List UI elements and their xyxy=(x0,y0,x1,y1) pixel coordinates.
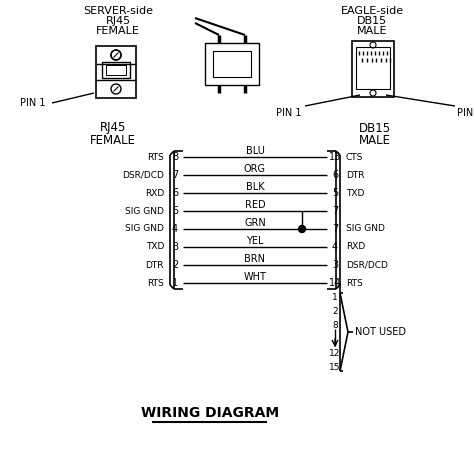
Text: BRN: BRN xyxy=(245,254,265,264)
Text: MALE: MALE xyxy=(357,26,387,36)
Text: 2: 2 xyxy=(332,307,338,315)
Text: TXD: TXD xyxy=(346,189,365,198)
Text: RTS: RTS xyxy=(346,279,363,288)
Bar xyxy=(213,51,251,77)
Text: SIG GND: SIG GND xyxy=(125,207,164,216)
Text: 3: 3 xyxy=(172,242,178,252)
Text: 6: 6 xyxy=(332,170,338,180)
Text: YEL: YEL xyxy=(246,236,264,246)
Text: 7: 7 xyxy=(332,206,338,216)
Text: SERVER-side: SERVER-side xyxy=(83,6,153,16)
Text: SIG GND: SIG GND xyxy=(125,225,164,234)
Text: RTS: RTS xyxy=(147,152,164,161)
Text: BLU: BLU xyxy=(246,146,264,156)
Text: NOT USED: NOT USED xyxy=(355,327,406,337)
Text: DTR: DTR xyxy=(346,170,365,179)
Bar xyxy=(106,65,126,75)
Text: DTR: DTR xyxy=(146,261,164,270)
Text: PIN 1: PIN 1 xyxy=(20,98,46,108)
Text: DB15: DB15 xyxy=(357,16,387,26)
Text: FEMALE: FEMALE xyxy=(96,26,140,36)
Circle shape xyxy=(299,226,306,233)
Text: SIG GND: SIG GND xyxy=(346,225,385,234)
Text: PIN 1: PIN 1 xyxy=(276,108,302,118)
Text: DSR/DCD: DSR/DCD xyxy=(122,170,164,179)
Text: PIN 9: PIN 9 xyxy=(457,108,474,118)
Text: MALE: MALE xyxy=(359,133,391,147)
Text: RXD: RXD xyxy=(346,243,365,252)
Text: RJ45: RJ45 xyxy=(100,122,126,134)
Text: WIRING DIAGRAM: WIRING DIAGRAM xyxy=(141,406,279,420)
Text: RXD: RXD xyxy=(145,189,164,198)
Text: DSR/DCD: DSR/DCD xyxy=(346,261,388,270)
Text: EAGLE-side: EAGLE-side xyxy=(340,6,403,16)
Bar xyxy=(352,41,394,97)
Text: RJ45: RJ45 xyxy=(105,16,130,26)
Text: 7: 7 xyxy=(332,224,338,234)
Text: 1: 1 xyxy=(332,292,338,301)
Text: RTS: RTS xyxy=(147,279,164,288)
Text: 14: 14 xyxy=(329,278,341,288)
Text: BLK: BLK xyxy=(246,182,264,192)
Text: 2: 2 xyxy=(172,260,178,270)
Text: TXD: TXD xyxy=(146,243,164,252)
Text: DB15: DB15 xyxy=(359,122,391,134)
Text: WHT: WHT xyxy=(244,272,266,282)
Text: 1: 1 xyxy=(172,278,178,288)
Text: GRN: GRN xyxy=(244,218,266,228)
Text: 7: 7 xyxy=(172,170,178,180)
Bar xyxy=(96,46,136,98)
Bar xyxy=(102,62,130,78)
Bar xyxy=(356,47,390,89)
Text: 4: 4 xyxy=(332,242,338,252)
Text: FEMALE: FEMALE xyxy=(90,133,136,147)
Text: 13: 13 xyxy=(329,152,341,162)
Text: 3: 3 xyxy=(332,260,338,270)
Text: 5: 5 xyxy=(332,188,338,198)
Text: 4: 4 xyxy=(172,224,178,234)
Text: 6: 6 xyxy=(172,188,178,198)
Text: 15: 15 xyxy=(329,362,341,371)
Text: 12: 12 xyxy=(329,349,341,358)
Text: RED: RED xyxy=(245,200,265,210)
Text: 8: 8 xyxy=(172,152,178,162)
Text: ORG: ORG xyxy=(244,164,266,174)
Text: 5: 5 xyxy=(172,206,178,216)
Bar xyxy=(205,43,259,85)
Text: CTS: CTS xyxy=(346,152,364,161)
Text: 8: 8 xyxy=(332,321,338,330)
